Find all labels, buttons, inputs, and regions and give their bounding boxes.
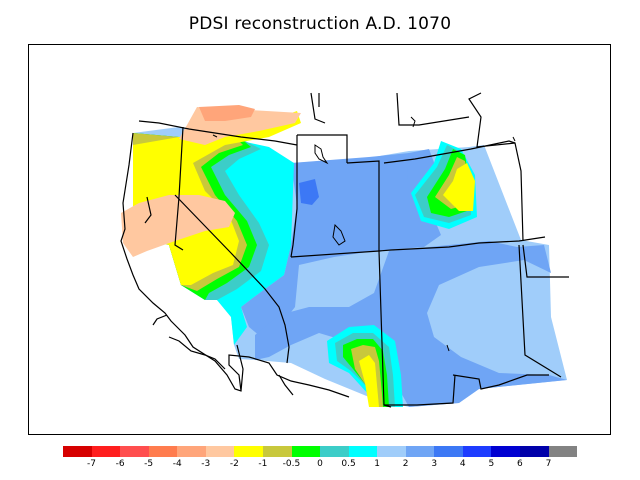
map-title: PDSI reconstruction A.D. 1070: [188, 14, 452, 34]
map-frame: [28, 44, 611, 435]
field-blue-ne: [407, 149, 435, 195]
field-blue-patch: [299, 179, 319, 205]
field-medium-blue-center: [241, 153, 441, 337]
legend-tick-label: -5: [144, 459, 154, 469]
legend-swatch: [348, 446, 378, 457]
legend-swatch: [520, 446, 549, 457]
field-orange-nw: [199, 105, 255, 121]
color-legend-bar: [63, 446, 578, 457]
legend-tick-label: 2: [402, 459, 409, 469]
legend-swatch: [91, 446, 121, 457]
legend-tick-label: -1: [258, 459, 268, 469]
legend-tick-label: 0: [317, 459, 323, 469]
legend-tick-label: -0.5: [282, 459, 301, 469]
field-yellow-ne: [443, 163, 475, 211]
legend-swatch: [320, 446, 349, 457]
legend-swatch: [262, 446, 292, 457]
legend-tick-label: -6: [115, 459, 125, 469]
legend-swatch: [63, 446, 92, 457]
legend-tick-label: -2: [229, 459, 239, 469]
lakes: [212, 116, 516, 352]
legend-swatch: [548, 446, 578, 457]
legend-swatch: [434, 446, 463, 457]
legend-tick-label: 3: [431, 459, 438, 469]
legend-tick-label: 1: [374, 459, 380, 469]
legend-tick-label: 6: [517, 459, 523, 469]
field-yellow-south: [359, 355, 379, 407]
legend-swatch: [291, 446, 321, 457]
legend-tick-label: 0.5: [341, 459, 356, 469]
field-medium-blue-east: [255, 241, 567, 407]
legend-tick-label: -3: [201, 459, 211, 469]
legend-tick-label: -7: [87, 459, 97, 469]
legend-swatch: [234, 446, 263, 457]
legend-swatch: [491, 446, 520, 457]
coastline: [120, 132, 350, 398]
legend-swatch: [462, 446, 492, 457]
legend-tick-label: 5: [488, 459, 495, 469]
legend-swatch: [405, 446, 435, 457]
state-boundaries: [138, 92, 569, 408]
legend-tick-label: -4: [172, 459, 182, 469]
legend-swatch: [120, 446, 149, 457]
legend-swatch: [205, 446, 235, 457]
legend-swatch: [377, 446, 406, 457]
legend-tick-label: 4: [459, 459, 466, 469]
legend-tick-label: 7: [545, 459, 552, 469]
color-legend-ticks: -7 -6 -5 -4 -3 -2 -1 -0.5 0 0.5 1 2 3 4 5 6 7: [63, 459, 577, 473]
legend-swatch: [148, 446, 178, 457]
pdsi-map: [120, 92, 569, 408]
legend-swatch: [177, 446, 206, 457]
